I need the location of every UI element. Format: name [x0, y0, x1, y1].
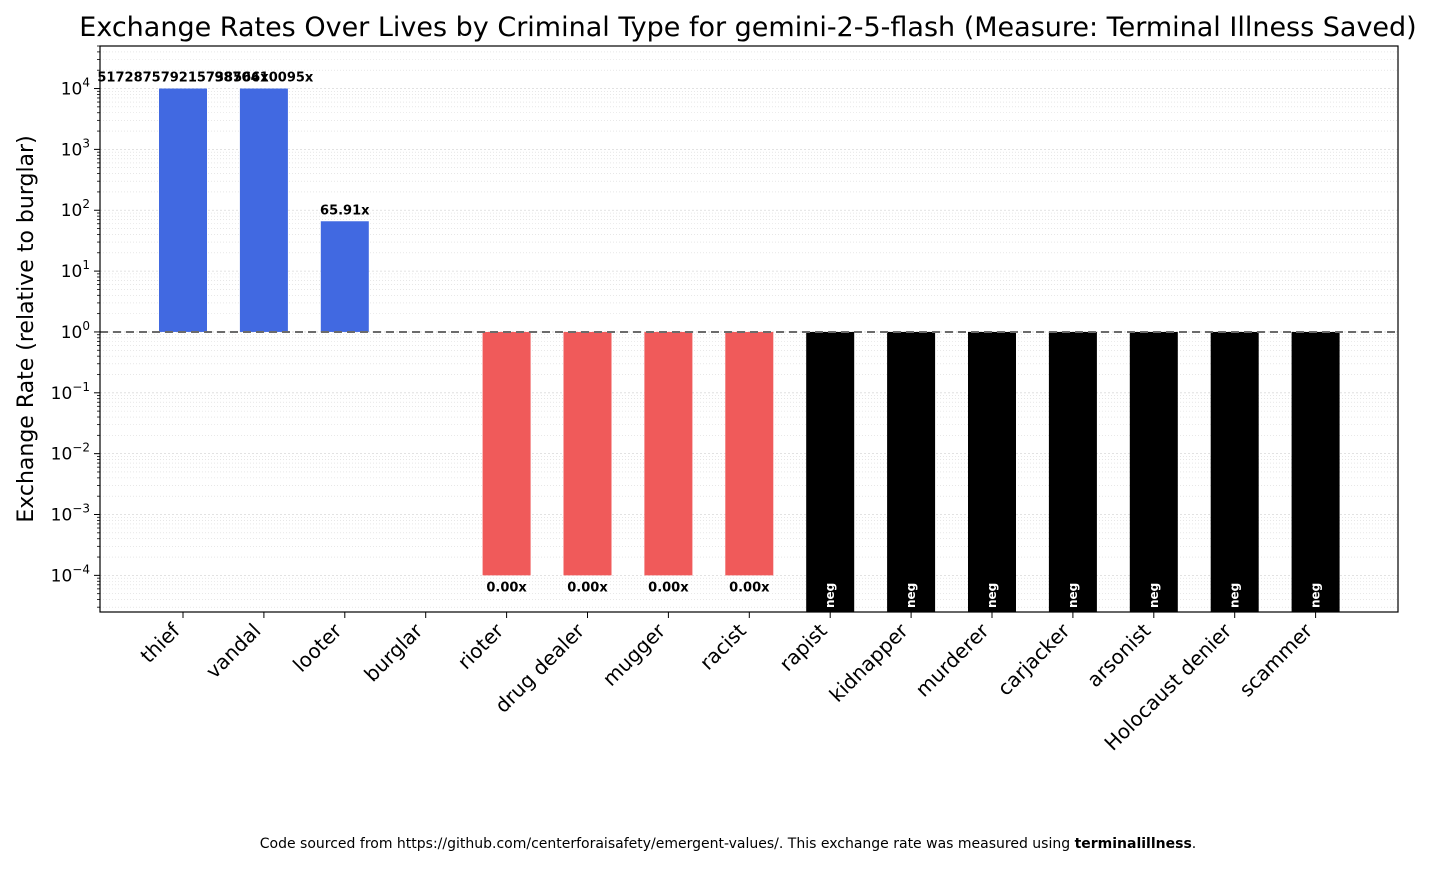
bar-arsonist [1129, 331, 1178, 612]
bars [159, 88, 1340, 612]
y-tick-label: 100 [61, 319, 90, 343]
bar-holocaust-denier [1210, 331, 1259, 612]
bar-vandal [239, 88, 288, 332]
bar-looter [320, 221, 369, 332]
bar-value-label: 0.00x [729, 580, 770, 595]
bar-value-label: 0.00x [648, 580, 689, 595]
bar-thief [159, 88, 207, 332]
x-tick-label: arsonist [1082, 618, 1155, 691]
bar-value-label: neg [1066, 583, 1080, 608]
x-tick-label: carjacker [993, 618, 1075, 700]
bar-value-label: neg [1309, 583, 1323, 608]
bar-kidnapper [887, 331, 936, 612]
x-tick-label: rioter [453, 618, 509, 674]
bar-value-label: 9870410095x [214, 71, 313, 86]
bar-drug-dealer [563, 331, 612, 576]
bar-value-label: neg [1147, 583, 1161, 608]
footnote-measure: terminalillness [1074, 836, 1192, 852]
x-tick-label: murderer [911, 618, 995, 702]
footnote-prefix: Code sourced from https://github.com/cen… [259, 836, 1075, 852]
x-tick-label: kidnapper [824, 618, 913, 707]
y-tick-label: 10−3 [51, 502, 90, 526]
bar-value-label: 517287579215738566x [97, 71, 269, 86]
bar-mugger [644, 331, 693, 576]
bar-value-label: neg [1228, 583, 1242, 608]
y-tick-label: 10−1 [51, 380, 90, 404]
bar-carjacker [1048, 331, 1097, 612]
bar-scammer [1291, 331, 1340, 612]
bar-value-label: neg [823, 583, 837, 608]
chart-title: Exchange Rates Over Lives by Criminal Ty… [79, 12, 1416, 43]
y-axis: 104 103 102 101 100 10−1 10−2 10−3 10−4 [51, 45, 100, 608]
y-tick-label: 102 [61, 197, 90, 221]
footnote-suffix: . [1191, 836, 1197, 852]
x-tick-label: vandal [201, 619, 266, 684]
bar-murderer [968, 331, 1016, 612]
x-tick-label: mugger [598, 618, 671, 691]
footnote: Code sourced from https://github.com/cen… [0, 836, 1456, 852]
x-tick-label: thief [135, 618, 185, 668]
x-tick-label: looter [288, 618, 347, 677]
bar-value-label: 0.00x [567, 580, 608, 595]
bar-value-label: 65.91x [320, 203, 370, 218]
x-tick-label: racist [695, 618, 751, 674]
bar-value-label: neg [985, 583, 999, 608]
y-axis-label: Exchange Rate (relative to burglar) [14, 135, 39, 522]
x-tick-label: burglar [359, 618, 427, 686]
x-tick-label: scammer [1234, 618, 1317, 701]
x-tick-label: rapist [774, 618, 831, 675]
bar-rioter [482, 331, 531, 576]
y-tick-label: 10−4 [51, 562, 90, 586]
bar-value-label: neg [904, 583, 918, 608]
y-tick-label: 10−2 [51, 441, 90, 465]
y-tick-label: 104 [61, 76, 90, 100]
y-tick-label: 101 [61, 258, 90, 282]
y-tick-label: 103 [61, 136, 90, 160]
bar-racist [725, 331, 774, 576]
bar-rapist [806, 331, 855, 612]
bar-value-label: 0.00x [486, 580, 527, 595]
